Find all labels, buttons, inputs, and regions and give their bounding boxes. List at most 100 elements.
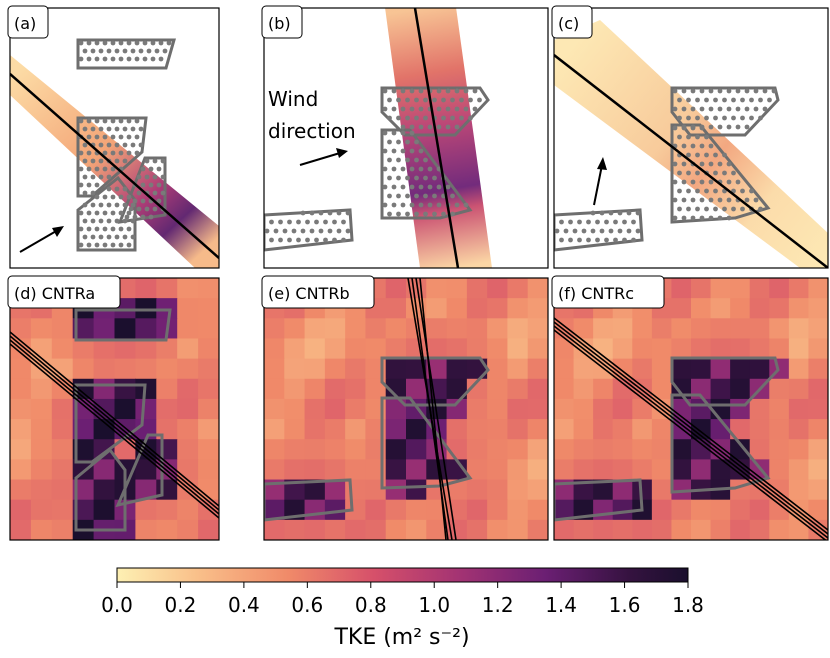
building-dot bbox=[744, 124, 750, 130]
tke-cell bbox=[177, 358, 199, 380]
tke-cell bbox=[264, 338, 285, 360]
building-dot bbox=[568, 237, 573, 243]
tke-cell bbox=[507, 398, 529, 420]
tke-cell bbox=[507, 479, 529, 501]
tke-cell bbox=[769, 278, 790, 299]
building-dot bbox=[762, 106, 768, 112]
tke-cell bbox=[135, 358, 157, 380]
building-dot bbox=[90, 218, 96, 224]
tke-cell bbox=[10, 419, 32, 440]
tke-cell bbox=[769, 519, 790, 540]
tke-cell bbox=[10, 439, 32, 460]
tke-cell bbox=[507, 419, 529, 440]
tke-cell bbox=[788, 439, 810, 460]
tke-cell bbox=[730, 278, 751, 299]
tke-cell bbox=[72, 318, 95, 340]
tke-cell bbox=[198, 398, 219, 420]
building-dot bbox=[98, 218, 104, 224]
building-dot bbox=[699, 197, 705, 203]
building-dot bbox=[86, 226, 92, 232]
building-dot bbox=[599, 210, 605, 216]
tke-cell bbox=[30, 318, 53, 340]
tke-cell bbox=[593, 419, 614, 440]
building-outline bbox=[264, 356, 490, 522]
building-dot bbox=[114, 202, 120, 208]
building-dot bbox=[144, 174, 150, 180]
building-dot bbox=[82, 218, 88, 224]
building-dot bbox=[114, 48, 120, 54]
tke-cell bbox=[446, 479, 468, 501]
building-dot bbox=[450, 97, 455, 103]
building-dot bbox=[405, 115, 410, 121]
tke-cell bbox=[324, 459, 346, 481]
tke-cell bbox=[691, 398, 712, 420]
building-dot bbox=[82, 48, 88, 54]
tke-cell bbox=[406, 519, 427, 540]
building-dot bbox=[110, 166, 116, 172]
building-dot bbox=[94, 210, 100, 216]
tke-cell bbox=[691, 318, 712, 340]
building-dot bbox=[405, 97, 410, 103]
tke-cell bbox=[527, 439, 548, 460]
tke-cell bbox=[487, 358, 509, 380]
building-dot bbox=[744, 106, 750, 112]
building-dot bbox=[423, 175, 428, 181]
tke-cell bbox=[466, 499, 488, 521]
tke-cell bbox=[769, 479, 790, 501]
transect-band bbox=[10, 55, 219, 268]
building-dot bbox=[726, 197, 732, 203]
building-dot bbox=[160, 158, 166, 164]
tke-cell bbox=[365, 519, 387, 540]
building-dot bbox=[114, 218, 120, 224]
tke-cell bbox=[284, 358, 306, 380]
building-dot bbox=[686, 206, 691, 212]
tke-cell bbox=[135, 519, 157, 540]
building-dot bbox=[704, 188, 709, 194]
tke-cell bbox=[632, 338, 653, 360]
building-dot bbox=[717, 215, 723, 221]
tke-cell bbox=[730, 439, 751, 460]
building-dot bbox=[396, 139, 401, 145]
building-dot bbox=[396, 115, 401, 121]
tke-cell bbox=[769, 378, 790, 400]
building-dot bbox=[708, 179, 714, 185]
tke-cell bbox=[593, 479, 614, 501]
tke-cell bbox=[507, 318, 529, 340]
building-dot bbox=[559, 219, 564, 225]
building-dot bbox=[753, 88, 759, 94]
building-dot bbox=[427, 124, 433, 130]
tke-cell bbox=[769, 439, 790, 460]
building-dot bbox=[126, 194, 132, 200]
tke-cell bbox=[156, 378, 178, 400]
tke-cell bbox=[527, 298, 548, 319]
building-dot bbox=[86, 40, 92, 46]
tke-cell bbox=[554, 398, 575, 420]
building-dot bbox=[114, 142, 120, 148]
tke-cell bbox=[72, 398, 95, 420]
building-dot bbox=[382, 130, 388, 136]
building-dot bbox=[677, 206, 682, 212]
tke-cell bbox=[632, 439, 653, 460]
building-dot bbox=[436, 184, 442, 190]
colorbar-gradient bbox=[116, 567, 689, 583]
building-dot bbox=[708, 88, 714, 94]
building-outline bbox=[76, 38, 176, 252]
tke-cell bbox=[284, 338, 306, 360]
tke-cell bbox=[10, 519, 32, 540]
building-dot bbox=[102, 166, 108, 172]
building-dot bbox=[387, 139, 392, 145]
tke-cell bbox=[51, 358, 74, 380]
tke-cell bbox=[284, 419, 306, 440]
tke-cell bbox=[651, 358, 673, 380]
tke-cell bbox=[345, 318, 367, 340]
building-dot bbox=[577, 219, 582, 225]
tke-cell bbox=[651, 378, 673, 400]
tke-cell bbox=[487, 499, 509, 521]
building-dot bbox=[635, 210, 641, 216]
building-dot bbox=[152, 174, 158, 180]
building-dot bbox=[387, 211, 392, 217]
tke-cell bbox=[466, 318, 488, 340]
building-dot bbox=[336, 228, 342, 234]
building-dot bbox=[681, 179, 687, 185]
building-dot bbox=[94, 56, 100, 62]
